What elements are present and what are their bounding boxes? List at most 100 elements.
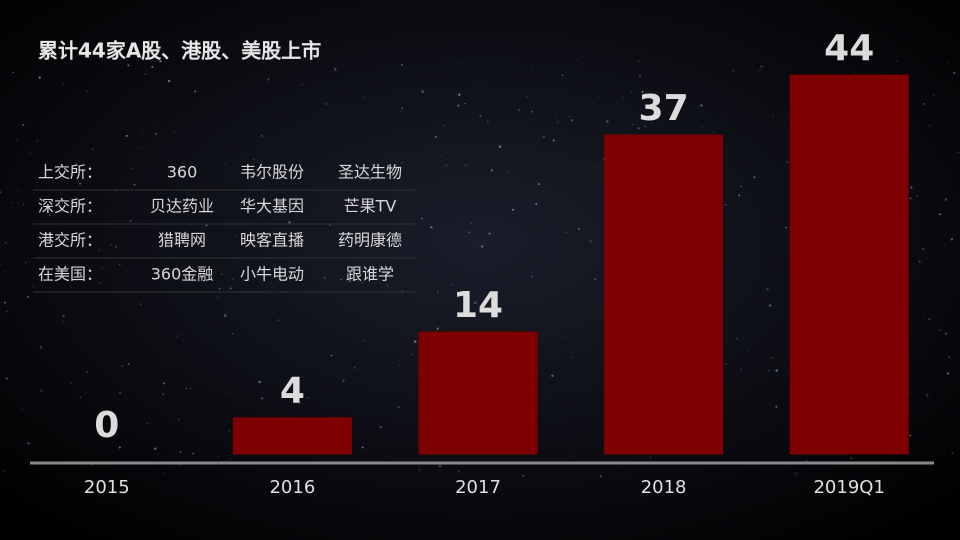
star [565, 232, 567, 234]
star [418, 468, 421, 472]
star [129, 153, 132, 155]
star [530, 110, 533, 113]
star [22, 123, 25, 126]
star [537, 182, 541, 186]
star [939, 61, 941, 63]
star [91, 148, 94, 151]
star [740, 185, 742, 188]
star [724, 203, 727, 206]
star [113, 413, 116, 417]
star [594, 278, 597, 281]
star [421, 90, 424, 93]
star [113, 139, 115, 141]
star [118, 263, 121, 266]
star [67, 152, 69, 154]
star [159, 241, 160, 243]
star [488, 232, 491, 235]
star [185, 387, 188, 390]
star [745, 169, 747, 171]
star [342, 379, 345, 382]
star [401, 107, 404, 110]
star [575, 60, 577, 61]
star [398, 364, 401, 367]
star [4, 271, 6, 273]
star [179, 451, 182, 453]
star [178, 418, 180, 421]
star [748, 350, 750, 352]
x-tick-label: 2015 [84, 477, 130, 498]
x-tick-label: 2016 [269, 477, 315, 498]
star [562, 244, 563, 246]
star [243, 258, 244, 260]
star [919, 353, 921, 355]
star [641, 60, 643, 62]
star [700, 104, 703, 107]
star [81, 205, 83, 206]
star [213, 206, 215, 208]
star [110, 152, 111, 153]
star [794, 472, 797, 475]
star [250, 173, 252, 175]
star [445, 164, 448, 167]
star [525, 96, 528, 99]
star [148, 310, 150, 312]
star [337, 206, 338, 208]
table-cell: 跟谁学 [346, 265, 394, 284]
star [425, 272, 426, 273]
star [3, 301, 6, 304]
star [162, 473, 165, 475]
star [4, 242, 7, 244]
star [606, 120, 609, 123]
star [542, 135, 545, 139]
star [713, 131, 716, 134]
bar [232, 417, 352, 455]
star [345, 219, 346, 220]
star [307, 396, 309, 399]
star [806, 459, 808, 462]
bar [789, 74, 909, 455]
star [62, 314, 65, 318]
star [127, 363, 130, 365]
star [361, 446, 364, 449]
star [197, 357, 199, 359]
star [137, 147, 140, 150]
star [48, 60, 49, 62]
table-cell: 药明康德 [338, 231, 402, 250]
star [27, 442, 30, 445]
star [78, 120, 79, 121]
star [205, 224, 208, 227]
star [261, 397, 264, 400]
star [253, 172, 257, 176]
star [518, 109, 521, 112]
star [570, 356, 573, 359]
star [220, 272, 224, 276]
star [288, 275, 291, 278]
star [498, 145, 502, 148]
bar [418, 331, 538, 455]
star [193, 90, 197, 93]
star [363, 339, 366, 342]
star [438, 464, 442, 468]
star [781, 317, 783, 319]
chart-title: 累计44家A股、港股、美股上市 [38, 39, 321, 63]
star [114, 245, 118, 248]
star [953, 71, 956, 74]
star [54, 363, 56, 364]
star [772, 212, 774, 214]
star [125, 134, 128, 138]
star [334, 68, 337, 71]
star [457, 104, 460, 107]
star [514, 176, 516, 178]
star [771, 357, 774, 359]
star [223, 393, 225, 394]
star [31, 284, 34, 287]
star [939, 329, 941, 331]
star [740, 368, 743, 371]
star [932, 93, 935, 96]
star [163, 382, 166, 385]
star [98, 249, 101, 252]
star [944, 198, 948, 201]
star [381, 172, 383, 175]
star [363, 400, 364, 401]
star [155, 132, 158, 135]
